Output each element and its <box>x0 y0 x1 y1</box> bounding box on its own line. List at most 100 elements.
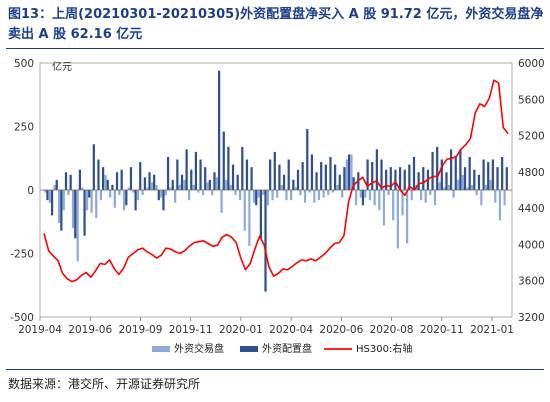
bar-allocation <box>287 159 290 190</box>
x-tick-label: 2020-06 <box>319 324 363 336</box>
bar-allocation <box>389 167 392 190</box>
bar-trading <box>359 190 362 198</box>
bar-trading <box>122 190 126 211</box>
bar-allocation <box>403 169 406 190</box>
bar-trading <box>192 184 195 190</box>
bar-allocation <box>334 164 337 190</box>
bar-allocation <box>157 190 160 201</box>
bar-allocation <box>218 70 221 190</box>
bar-allocation <box>408 164 411 190</box>
x-tick-label: 2021-01 <box>470 324 514 336</box>
right-tick-label: 5200 <box>518 131 545 143</box>
bar-trading <box>146 187 149 190</box>
bar-trading <box>257 190 260 198</box>
bar-allocation <box>324 164 327 190</box>
bar-trading <box>406 190 409 244</box>
bar-allocation <box>412 156 416 190</box>
bar-trading <box>387 190 390 196</box>
bar-trading <box>290 190 293 201</box>
bar-allocation <box>245 159 249 190</box>
bar-allocation <box>148 172 151 190</box>
bar-trading <box>169 187 172 190</box>
bar-allocation <box>501 156 504 190</box>
x-axis: 2019-04 2019-06 2019-09 2019-11 2020-01 2020-… <box>18 317 514 336</box>
bar-trading <box>183 179 186 190</box>
bar-trading <box>401 190 404 216</box>
bar-trading <box>206 182 209 190</box>
bar-trading <box>225 179 228 190</box>
figure-title: 图13：上周(20210301-20210305)外资配置盘净买入 A 股 91… <box>8 7 544 42</box>
bar-allocation <box>250 167 253 190</box>
bar-allocation <box>78 169 82 190</box>
bar-allocation <box>329 156 332 190</box>
bar-trading <box>354 190 358 206</box>
bar-allocation <box>398 167 402 190</box>
bar-trading <box>109 190 112 198</box>
bar-allocation <box>491 159 494 190</box>
bar-trading <box>132 190 135 193</box>
bar-trading <box>164 190 167 196</box>
bar-trading <box>461 174 464 190</box>
bar-trading <box>424 190 427 203</box>
source-rule <box>6 369 544 370</box>
source-note: 数据来源：港交所、开源证券研究所 <box>8 377 201 391</box>
bar-trading <box>285 190 288 201</box>
bar-trading <box>336 184 339 190</box>
bar-trading <box>443 187 446 190</box>
x-tick-label: 2019-09 <box>119 324 163 336</box>
x-tick-label: 2020-11 <box>420 324 464 336</box>
bar-trading <box>466 187 469 190</box>
legend-swatch <box>152 346 170 352</box>
bar-allocation <box>482 159 485 190</box>
bar-trading <box>243 190 246 231</box>
bar-trading <box>118 190 121 196</box>
plot-area <box>39 62 513 318</box>
bar-trading <box>211 190 214 196</box>
bar-trading <box>104 174 107 190</box>
bar-trading <box>299 190 302 196</box>
bar-trading <box>452 190 455 198</box>
bar-trading <box>262 190 265 196</box>
bar-trading <box>99 190 102 201</box>
x-tick-label: 2019-04 <box>18 324 62 336</box>
hs300-line <box>43 79 509 283</box>
bar-allocation <box>269 159 272 190</box>
bar-trading <box>81 187 84 190</box>
left-tick-label: 500 <box>14 58 34 70</box>
bar-trading <box>178 184 181 190</box>
bar-allocation <box>264 190 267 292</box>
bar-allocation <box>394 169 397 190</box>
bar-allocation <box>463 167 467 190</box>
bar-allocation <box>366 159 369 190</box>
bar-allocation <box>343 167 346 190</box>
bar-allocation <box>194 151 198 190</box>
bar-allocation <box>120 169 123 190</box>
bar-trading <box>44 190 47 193</box>
bar-trading <box>220 190 223 213</box>
bar-trading <box>368 190 372 201</box>
bar-trading <box>470 184 474 190</box>
bar-trading <box>429 190 432 196</box>
bar-trading <box>150 182 154 190</box>
left-tick-label: 250 <box>14 122 34 134</box>
bar-allocation <box>185 149 188 190</box>
bar-trading <box>160 190 163 198</box>
bar-trading <box>71 190 75 229</box>
bar-trading <box>215 177 218 190</box>
bar-allocation <box>259 190 262 239</box>
bar-allocation <box>180 174 184 190</box>
bar-allocation <box>46 190 49 201</box>
bar-allocation <box>477 174 481 190</box>
bar-trading <box>248 190 251 246</box>
bar-allocation <box>468 156 471 190</box>
bar-allocation <box>496 167 499 190</box>
bar-allocation <box>371 162 374 190</box>
bar-trading <box>457 179 460 190</box>
left-tick-label: -500 <box>10 312 34 324</box>
bar-trading <box>322 190 325 198</box>
bar-allocation <box>375 149 378 190</box>
right-tick-label: 3600 <box>518 276 545 288</box>
bar-allocation <box>199 159 202 190</box>
bar-trading <box>62 190 65 211</box>
bar-allocation <box>227 146 230 190</box>
